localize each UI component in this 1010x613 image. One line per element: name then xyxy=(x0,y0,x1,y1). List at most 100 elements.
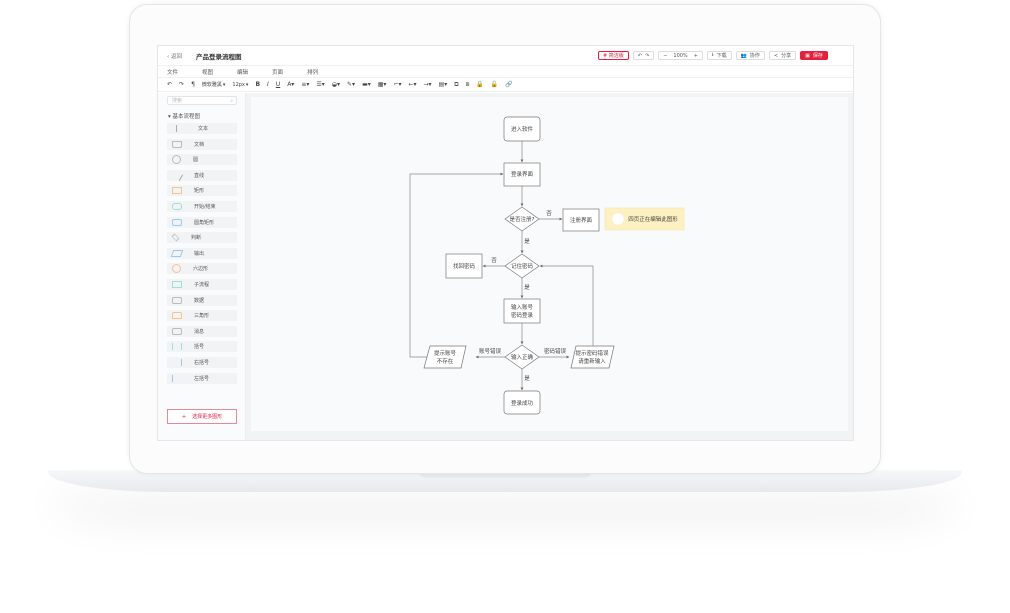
font-color-icon[interactable]: A▾ xyxy=(287,81,295,88)
menu-edit[interactable]: 编辑 xyxy=(237,70,249,76)
shape-item[interactable]: 六边形 xyxy=(167,263,237,275)
lock-icon[interactable]: 🔒 xyxy=(476,81,484,88)
shape-item[interactable]: 消息 xyxy=(167,325,237,337)
border-style-icon[interactable]: ▦▾ xyxy=(377,81,387,88)
shape-label: 判断 xyxy=(191,235,202,242)
shape-icon xyxy=(172,327,182,335)
zoom-out-button[interactable]: − xyxy=(663,52,668,59)
link-icon[interactable]: 🔗 xyxy=(505,81,513,88)
shape-item[interactable]: 左括号 xyxy=(167,372,237,384)
shape-item[interactable]: 圆角矩形 xyxy=(167,216,237,228)
node-correct[interactable] xyxy=(504,344,540,370)
layer-icon[interactable]: ▤▾ xyxy=(438,81,448,88)
label: 输入正确 xyxy=(511,353,534,361)
note-text: 四页正在编辑此图形 xyxy=(628,215,678,223)
edge-label: 是 xyxy=(524,375,530,382)
node-start[interactable] xyxy=(503,116,541,142)
plus-icon: + xyxy=(181,413,187,420)
menu-file[interactable]: 文件 xyxy=(167,70,179,76)
shape-icon xyxy=(172,264,181,274)
version-tag[interactable]: # 简洁版 xyxy=(598,51,629,60)
list-icon[interactable]: ☰▾ xyxy=(316,81,325,88)
undo-icon[interactable]: ↶ xyxy=(167,81,173,88)
menu-view[interactable]: 视图 xyxy=(202,70,214,76)
shape-icon xyxy=(172,359,182,366)
line-color-icon[interactable]: ✎▾ xyxy=(347,81,356,88)
undo-icon[interactable]: ↶ xyxy=(637,52,642,59)
ungroup-icon[interactable]: ⧈ xyxy=(465,80,470,88)
edge-label: 账号错误 xyxy=(479,347,502,355)
node-wrong-password[interactable] xyxy=(570,345,615,369)
zoom-control: −100% + xyxy=(658,51,703,60)
shape-item[interactable]: 右括号 xyxy=(167,357,237,368)
menu-arrange[interactable]: 排列 xyxy=(307,70,319,76)
more-shapes-button[interactable]: + 选择更多图形 xyxy=(167,409,237,424)
label: 登录成功 xyxy=(511,399,534,407)
shape-icon xyxy=(172,218,182,226)
redo-icon[interactable]: ↷ xyxy=(644,52,650,59)
line-start-icon[interactable]: ←▾ xyxy=(408,81,417,88)
more-shapes-label: 选择更多图形 xyxy=(192,414,223,420)
font-select[interactable]: 微软雅黑 ▾ xyxy=(201,81,226,89)
line-width-icon[interactable]: ▬▾ xyxy=(362,81,371,88)
shape-item[interactable]: 括号 xyxy=(167,341,237,353)
node-recover[interactable] xyxy=(445,253,483,279)
shape-label: 左括号 xyxy=(194,375,210,382)
node-remember[interactable] xyxy=(504,253,540,279)
shape-item[interactable]: 文档 xyxy=(167,138,237,150)
collab-button[interactable]: 👥 协作 xyxy=(735,51,765,60)
menu-page[interactable]: 页面 xyxy=(272,70,284,76)
label: 提示密码错误 xyxy=(575,349,609,357)
shape-item[interactable]: 圆 xyxy=(167,154,237,166)
canvas[interactable] xyxy=(251,97,848,431)
node-login[interactable] xyxy=(503,162,541,187)
bold-icon[interactable]: B xyxy=(255,81,261,88)
shape-item[interactable]: 直线 xyxy=(167,169,237,181)
label: 不存在 xyxy=(437,357,454,365)
shape-icon xyxy=(172,312,182,320)
shape-item[interactable]: 开始/结束 xyxy=(167,201,237,212)
group-icon[interactable]: ⧉ xyxy=(454,80,459,88)
shape-item[interactable]: 三角形 xyxy=(167,310,237,322)
section-header[interactable]: ▾ 基本流程图 xyxy=(168,114,201,120)
underline-icon[interactable]: U xyxy=(275,81,281,88)
node-success[interactable] xyxy=(503,390,541,415)
edge-label: 是 xyxy=(524,284,530,291)
shape-item[interactable]: 子流程 xyxy=(167,279,237,290)
share-button[interactable]: ≺ 分享 xyxy=(768,51,797,60)
avatar xyxy=(611,212,625,226)
node-no-account[interactable] xyxy=(423,345,467,369)
label: 登录界面 xyxy=(511,170,534,178)
shape-label: 直线 xyxy=(194,172,205,179)
connector-icon[interactable]: ⌐▾ xyxy=(393,81,402,88)
edge-label: 是 xyxy=(524,238,530,245)
format-painter-icon[interactable]: ¶ xyxy=(191,81,195,88)
shape-item[interactable]: 判断 xyxy=(167,232,237,244)
download-button[interactable]: ⭳ 下载 xyxy=(706,51,732,60)
back-button[interactable]: ‹ 返回 xyxy=(167,54,182,60)
undo-redo-group[interactable]: ↶ ↷ xyxy=(632,51,655,60)
line-end-icon[interactable]: →▾ xyxy=(423,81,432,88)
shape-item[interactable]: 数据 xyxy=(167,294,237,306)
shape-label: 三角形 xyxy=(194,313,210,320)
shape-label: 圆 xyxy=(193,157,199,164)
label: 进入软件 xyxy=(511,125,534,133)
shape-item[interactable]: 文本 xyxy=(167,123,237,134)
save-button[interactable]: ▣ 保存 xyxy=(800,51,828,60)
zoom-in-button[interactable]: + xyxy=(693,52,698,59)
node-input[interactable] xyxy=(503,298,541,324)
italic-icon[interactable]: I xyxy=(267,81,269,88)
users-icon: 👥 xyxy=(740,52,747,59)
font-size-select[interactable]: 12px ▾ xyxy=(232,81,249,88)
fill-color-icon[interactable]: ◒▾ xyxy=(331,81,341,88)
unlock-icon[interactable]: 🔓 xyxy=(490,81,499,88)
align-icon[interactable]: ≡▾ xyxy=(301,81,310,88)
shape-label: 右括号 xyxy=(194,360,210,366)
redo-icon[interactable]: ↷ xyxy=(179,81,185,88)
node-registered[interactable] xyxy=(504,206,540,232)
node-register[interactable] xyxy=(562,208,600,232)
shape-item[interactable]: 输出 xyxy=(167,247,237,259)
shape-item[interactable]: 矩形 xyxy=(167,185,237,197)
edge-label: 密码错误 xyxy=(544,347,567,355)
search-input[interactable]: 搜索 ⌕ xyxy=(167,96,237,105)
